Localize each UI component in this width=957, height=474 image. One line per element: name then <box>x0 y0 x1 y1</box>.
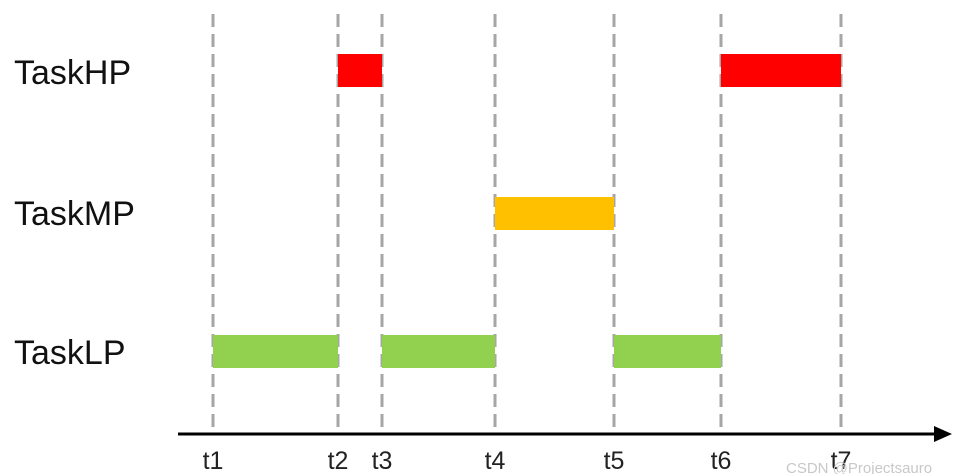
tick-label-t1: t1 <box>203 447 224 474</box>
task-labels: TaskHP TaskMP TaskLP <box>14 54 135 372</box>
bar-tasklp-t1-t2 <box>213 335 338 368</box>
tick-label-t2: t2 <box>328 447 349 474</box>
time-axis-arrowhead <box>934 426 952 442</box>
tick-label-t6: t6 <box>711 447 732 474</box>
bar-taskhp-t6-t7 <box>721 54 841 87</box>
task-label-mp: TaskMP <box>14 195 135 233</box>
task-label-hp: TaskHP <box>14 54 131 92</box>
tick-label-t4: t4 <box>485 447 506 474</box>
tick-label-t7: t7 <box>831 447 852 474</box>
time-tick-labels: t1 t2 t3 t4 t5 t6 t7 <box>203 447 852 474</box>
time-axis <box>178 426 952 442</box>
watermark-text: CSDN @Projectsauro <box>786 460 932 474</box>
task-label-lp: TaskLP <box>14 334 126 372</box>
bar-tasklp-t3-t4 <box>382 335 495 368</box>
tick-label-t3: t3 <box>372 447 393 474</box>
task-execution-bars <box>213 54 841 368</box>
bar-taskhp-t2-t3 <box>338 54 382 87</box>
bar-tasklp-t5-t6 <box>614 335 721 368</box>
bar-taskmp-t4-t5 <box>495 197 614 230</box>
tick-label-t5: t5 <box>604 447 625 474</box>
